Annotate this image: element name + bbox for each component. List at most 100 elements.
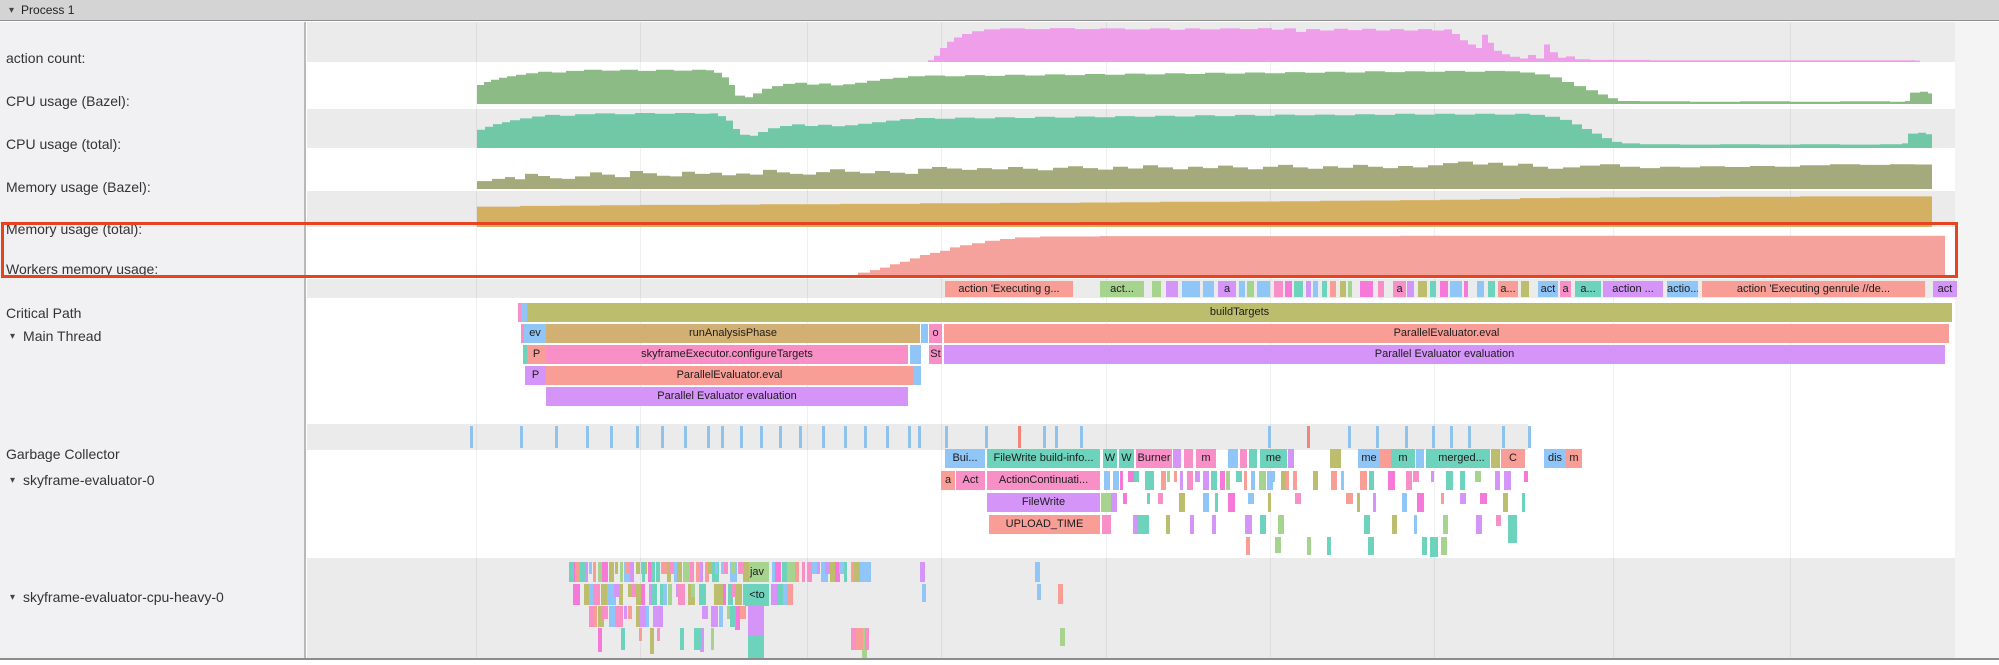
event-sliver[interactable] [1248, 493, 1254, 504]
event-sliver[interactable] [1450, 281, 1462, 297]
event-sliver[interactable] [1441, 493, 1444, 504]
event-sliver[interactable] [1158, 493, 1163, 504]
event-sliver[interactable] [724, 562, 728, 574]
event-sliver[interactable] [1247, 281, 1254, 297]
event-sliver[interactable] [615, 562, 618, 574]
gc-tick[interactable] [918, 426, 921, 448]
event-sliver[interactable] [680, 628, 684, 650]
event-sliver[interactable] [1346, 493, 1353, 504]
event-sliver[interactable] [649, 584, 652, 605]
event-sliver[interactable] [624, 606, 627, 619]
event-sliver[interactable] [598, 628, 602, 652]
event-sliver[interactable] [660, 584, 664, 605]
event-sliver[interactable] [844, 562, 847, 582]
event-sliver[interactable] [1179, 493, 1185, 512]
process-group-header[interactable]: ▾ Process 1 [0, 0, 1999, 21]
event-block[interactable]: skyframeExecutor.configureTargets [546, 345, 908, 364]
event-sliver[interactable] [812, 562, 818, 574]
event-sliver[interactable] [1475, 471, 1481, 482]
event-block[interactable]: W [1119, 449, 1134, 468]
event-sliver[interactable] [1220, 471, 1225, 490]
event-sliver[interactable] [1392, 515, 1397, 534]
event-sliver[interactable] [700, 562, 703, 582]
event-sliver[interactable] [1244, 471, 1247, 490]
event-sliver[interactable] [1306, 281, 1311, 297]
gc-tick[interactable] [684, 426, 687, 448]
gc-tick[interactable] [520, 426, 523, 448]
event-sliver[interactable] [920, 562, 925, 582]
event-sliver[interactable] [658, 606, 663, 627]
event-sliver[interactable] [1440, 281, 1448, 297]
event-sliver[interactable] [1426, 449, 1433, 468]
event-sliver[interactable] [694, 628, 701, 650]
event-sliver[interactable] [584, 584, 590, 605]
event-block[interactable]: runAnalysisPhase [546, 324, 920, 343]
event-sliver[interactable] [1441, 537, 1447, 555]
event-sliver[interactable] [1313, 281, 1318, 297]
counter-chart-memory-usage-bazel[interactable] [477, 161, 1932, 189]
event-sliver[interactable] [1245, 515, 1252, 534]
event-sliver[interactable] [1180, 471, 1183, 490]
event-sliver[interactable] [690, 562, 694, 582]
event-sliver[interactable] [732, 562, 735, 574]
event-sliver[interactable] [1446, 471, 1453, 490]
event-block[interactable]: FileWrite build-info... [987, 449, 1100, 468]
event-sliver[interactable] [735, 584, 742, 605]
event-sliver[interactable] [593, 584, 600, 605]
event-block[interactable]: a... [1498, 281, 1518, 297]
event-sliver[interactable] [1128, 471, 1135, 482]
event-sliver[interactable] [663, 584, 667, 605]
event-block[interactable]: me [1358, 449, 1380, 468]
gc-tick[interactable] [1432, 426, 1435, 448]
event-sliver[interactable] [620, 562, 623, 582]
event-block[interactable]: ParallelEvaluator.eval [944, 324, 1949, 343]
event-block[interactable]: a [1218, 281, 1236, 297]
event-sliver[interactable] [677, 562, 682, 582]
event-sliver[interactable] [910, 345, 921, 364]
event-block[interactable]: act... [1100, 281, 1144, 297]
event-sliver[interactable] [922, 584, 926, 602]
event-sliver[interactable] [1167, 471, 1170, 482]
gc-tick[interactable] [1468, 426, 1471, 448]
event-sliver[interactable] [1295, 493, 1301, 504]
event-sliver[interactable] [1174, 471, 1177, 482]
event-sliver[interactable] [1407, 281, 1414, 297]
event-sliver[interactable] [1521, 281, 1529, 297]
event-sliver[interactable] [1187, 471, 1193, 490]
event-block[interactable]: a [1560, 281, 1571, 297]
event-sliver[interactable] [609, 606, 615, 627]
event-sliver[interactable] [1267, 471, 1273, 490]
event-block[interactable]: dis [1544, 449, 1566, 468]
gc-tick[interactable] [721, 426, 724, 448]
event-sliver[interactable] [1060, 628, 1065, 646]
event-sliver[interactable] [518, 303, 521, 322]
event-sliver[interactable] [569, 562, 576, 582]
gc-tick[interactable] [707, 426, 710, 448]
event-sliver[interactable] [743, 584, 748, 605]
event-sliver[interactable] [1524, 471, 1528, 482]
event-sliver[interactable] [825, 562, 831, 574]
event-sliver[interactable] [621, 628, 625, 650]
event-block[interactable]: act [1933, 281, 1957, 297]
event-sliver[interactable] [1460, 471, 1465, 490]
event-sliver[interactable] [714, 584, 719, 605]
event-sliver[interactable] [1388, 471, 1395, 490]
event-sliver[interactable] [589, 584, 593, 605]
event-sliver[interactable] [1278, 515, 1284, 534]
event-sliver[interactable] [1406, 471, 1412, 490]
event-sliver[interactable] [1373, 493, 1376, 512]
event-sliver[interactable] [601, 584, 608, 605]
gc-tick[interactable] [1080, 426, 1083, 448]
event-sliver[interactable] [1173, 449, 1181, 468]
event-sliver[interactable] [1286, 471, 1289, 490]
event-sliver[interactable] [661, 562, 667, 574]
event-sliver[interactable] [1431, 471, 1434, 482]
event-sliver[interactable] [851, 628, 857, 650]
event-sliver[interactable] [1430, 281, 1436, 297]
event-sliver[interactable] [1203, 471, 1209, 490]
event-sliver[interactable] [730, 606, 736, 627]
event-sliver[interactable] [1123, 493, 1127, 504]
event-sliver[interactable] [696, 562, 700, 582]
event-sliver[interactable] [1348, 281, 1352, 297]
event-sliver[interactable] [1166, 515, 1170, 534]
